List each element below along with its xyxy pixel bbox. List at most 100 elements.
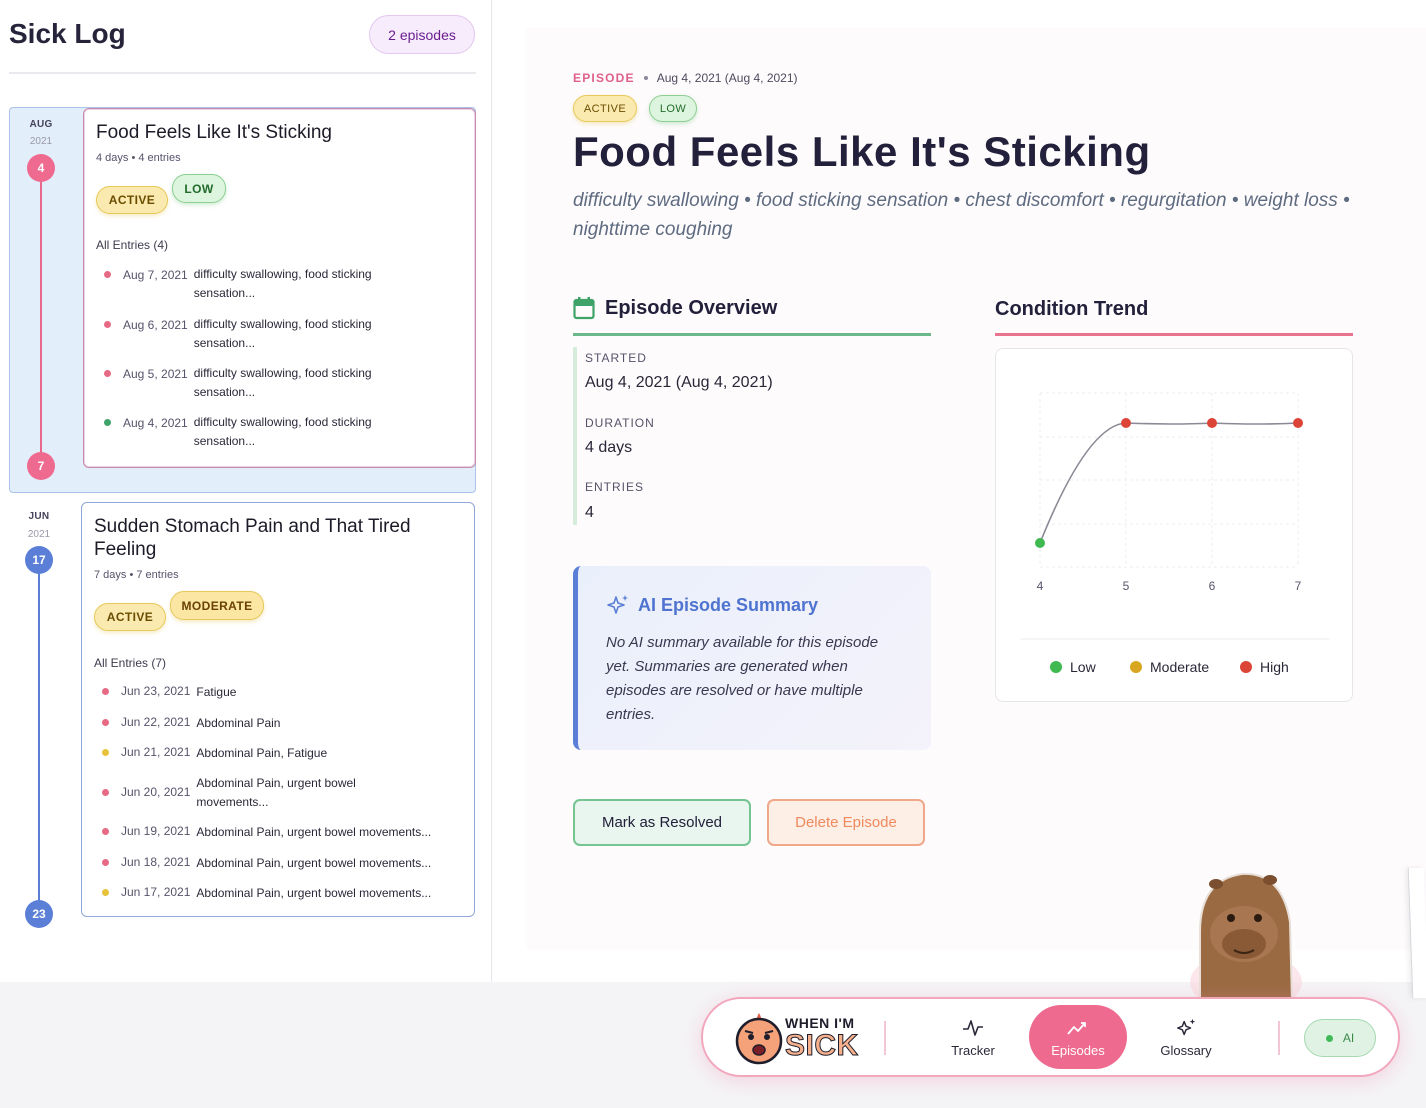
delete-episode-button[interactable]: Delete Episode <box>767 799 925 846</box>
list-item[interactable]: Jun 22, 2021 Abdominal Pain <box>94 714 464 733</box>
episode-detail-panel: EPISODE Aug 4, 2021 (Aug 4, 2021) ACTIVE… <box>526 28 1426 950</box>
entry-text: difficulty swallowing, food sticking sen… <box>193 366 372 399</box>
legend-swatch <box>1050 661 1062 673</box>
data-point <box>1121 418 1131 428</box>
nav-separator <box>1278 1021 1280 1055</box>
episode-month: AUG <box>29 119 53 130</box>
ai-summary-text: No AI summary available for this episode… <box>606 634 879 723</box>
status-badge: ACTIVE <box>96 186 168 214</box>
entry-date: Aug 7, 2021 <box>123 268 188 282</box>
side-panel-edge <box>1407 868 1426 998</box>
activity-icon <box>962 1017 984 1039</box>
entry-text: difficulty swallowing, food sticking sen… <box>193 267 372 300</box>
entry-date: Jun 23, 2021 <box>121 684 191 698</box>
breadcrumb-date: Aug 4, 2021 (Aug 4, 2021) <box>656 71 798 85</box>
list-item[interactable]: Aug 7, 2021 difficulty swallowing, food … <box>96 265 466 303</box>
nav-item-glossary[interactable]: Glossary <box>1137 1005 1235 1069</box>
entry-date: Aug 4, 2021 <box>123 416 188 430</box>
ai-toggle[interactable]: AI <box>1304 1019 1376 1057</box>
trend-heading: Condition Trend <box>995 298 1149 320</box>
legend-swatch <box>1130 661 1142 673</box>
episode-group[interactable]: JUN 2021 17 23 Sudden Stomach Pain and T… <box>9 500 476 928</box>
x-tick-label: 7 <box>1295 579 1302 593</box>
episode-meta: 4 days • 4 entries <box>96 152 181 164</box>
started-value: Aug 4, 2021 (Aug 4, 2021) <box>585 374 773 391</box>
severity-dot <box>102 889 109 896</box>
entry-text: Abdominal Pain, urgent bowel movements..… <box>196 886 432 900</box>
entry-date: Jun 21, 2021 <box>121 745 191 759</box>
legend-swatch <box>1240 661 1252 673</box>
data-point <box>1035 538 1045 548</box>
episode-sidebar: Sick Log 2 episodes AUG 2021 4 7 Food Fe… <box>0 0 492 982</box>
trend-chart-svg: 4 5 6 7 Low Moderate High <box>1020 392 1330 675</box>
entry-date: Aug 5, 2021 <box>123 367 188 381</box>
nav-item-tracker[interactable]: Tracker <box>924 1005 1022 1069</box>
entry-date: Jun 19, 2021 <box>121 824 191 838</box>
entry-text: Abdominal Pain, urgent bowel movements..… <box>196 825 432 839</box>
timeline-end-dot: 23 <box>25 900 53 928</box>
overview-heading: Episode Overview <box>573 296 777 320</box>
severity-dot <box>104 370 111 377</box>
list-item[interactable]: Aug 6, 2021 difficulty swallowing, food … <box>96 315 466 353</box>
episode-title: Food Feels Like It's Sticking <box>96 122 332 143</box>
list-item[interactable]: Aug 4, 2021 difficulty swallowing, food … <box>96 413 466 451</box>
entry-date: Jun 18, 2021 <box>121 855 191 869</box>
entry-text: Abdominal Pain, urgent bowel movements..… <box>196 776 356 809</box>
list-item[interactable]: Jun 21, 2021 Abdominal Pain, Fatigue <box>94 744 464 763</box>
episode-year: 2021 <box>27 529 51 540</box>
trend-underline <box>995 333 1353 336</box>
list-item[interactable]: Aug 5, 2021 difficulty swallowing, food … <box>96 364 466 402</box>
mark-resolved-button[interactable]: Mark as Resolved <box>573 799 751 846</box>
nav-item-label: Episodes <box>1051 1042 1105 1058</box>
episode-count-badge: 2 episodes <box>369 15 475 54</box>
condition-trend-chart: 4 5 6 7 Low Moderate High <box>995 348 1353 702</box>
breadcrumb: EPISODE Aug 4, 2021 (Aug 4, 2021) <box>573 71 798 85</box>
episode-meta: 7 days • 7 entries <box>94 569 179 581</box>
sidebar-title: Sick Log <box>9 18 126 49</box>
severity-dot <box>102 859 109 866</box>
sparkles-icon <box>1175 1017 1197 1039</box>
ai-toggle-label: AI <box>1342 1031 1355 1045</box>
severity-badge: MODERATE <box>170 591 264 620</box>
list-item[interactable]: Jun 17, 2021 Abdominal Pain, urgent bowe… <box>94 884 464 903</box>
timeline-start-dot: 17 <box>25 546 53 574</box>
severity-dot <box>102 828 109 835</box>
ai-summary-heading-text: AI Episode Summary <box>638 594 819 615</box>
severity-dot <box>102 789 109 796</box>
severity-dot <box>104 271 111 278</box>
timeline-end-dot: 7 <box>27 452 55 480</box>
entries-heading: All Entries (7) <box>94 656 167 670</box>
entry-text: Fatigue <box>196 685 237 699</box>
severity-dot <box>104 321 111 328</box>
status-badge: ACTIVE <box>94 603 166 631</box>
entry-date: Aug 6, 2021 <box>123 318 188 332</box>
entry-date: Jun 20, 2021 <box>121 785 191 799</box>
severity-badge: LOW <box>172 174 226 203</box>
legend-label: Moderate <box>1150 659 1209 675</box>
episode-card[interactable]: Sudden Stomach Pain and That Tired Feeli… <box>81 502 475 917</box>
symptom-list: difficulty swallowing • food sticking se… <box>573 190 1350 240</box>
breadcrumb-separator <box>643 76 648 80</box>
bottom-navigation: WHEN I'M SICK Tracker Episodes Glossary … <box>701 997 1400 1077</box>
entry-text: difficulty swallowing, food sticking sen… <box>193 415 372 448</box>
entry-date: Jun 17, 2021 <box>121 885 191 899</box>
entries-label: ENTRIES <box>585 480 645 494</box>
duration-value: 4 days <box>585 439 633 456</box>
list-item[interactable]: Jun 23, 2021 Fatigue <box>94 683 464 702</box>
list-item[interactable]: Jun 19, 2021 Abdominal Pain, urgent bowe… <box>94 823 464 842</box>
episode-group-selected[interactable]: AUG 2021 4 7 Food Feels Like It's Sticki… <box>9 107 476 493</box>
episode-card[interactable]: Food Feels Like It's Sticking 4 days • 4… <box>83 108 476 468</box>
overview-underline <box>573 333 931 336</box>
x-tick-label: 6 <box>1209 579 1216 593</box>
nav-item-episodes[interactable]: Episodes <box>1029 1005 1127 1069</box>
nav-item-label: Glossary <box>1160 1042 1212 1058</box>
episode-title: Sudden Stomach Pain and That Tired Feeli… <box>94 516 411 560</box>
timeline-start-dot: 4 <box>27 154 55 182</box>
logo-text-bottom: SICK <box>785 1029 859 1063</box>
episode-month: JUN <box>28 511 50 522</box>
data-point <box>1207 418 1217 428</box>
severity-badge: LOW <box>649 95 697 122</box>
list-item[interactable]: Jun 18, 2021 Abdominal Pain, urgent bowe… <box>94 854 464 873</box>
trend-line <box>1039 422 1299 544</box>
list-item[interactable]: Jun 20, 2021 Abdominal Pain, urgent bowe… <box>94 774 464 812</box>
